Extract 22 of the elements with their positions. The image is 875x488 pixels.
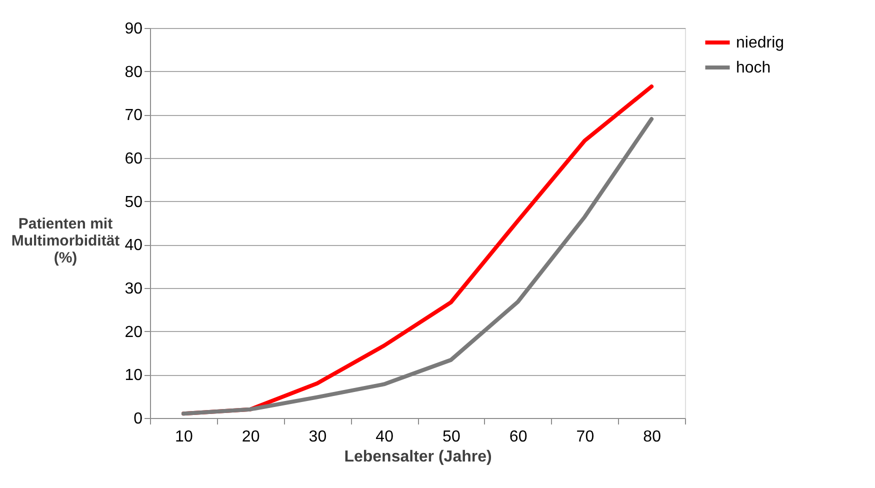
y-tick-label: 80: [124, 64, 143, 81]
y-tick-label: 20: [124, 324, 143, 341]
legend-label: niedrig: [736, 34, 784, 52]
x-tick-label: 60: [509, 428, 528, 446]
y-axis-title: Patienten mit Multimorbidität (%): [11, 216, 120, 266]
y-tick-label: 90: [124, 20, 143, 38]
legend-label: hoch: [736, 60, 771, 76]
y-tick-label: 60: [124, 150, 143, 168]
y-tick-label: 30: [124, 280, 143, 298]
x-tick-label: 20: [242, 428, 260, 446]
y-tick-label: 70: [124, 107, 143, 124]
x-tick-label: 30: [308, 428, 327, 446]
y-tick-label: 10: [124, 367, 143, 384]
x-tick-label: 40: [376, 428, 394, 446]
y-tick-label: 40: [124, 237, 143, 254]
x-tick-label: 50: [442, 428, 460, 446]
y-tick-label: 0: [134, 410, 143, 428]
x-tick-label: 70: [576, 428, 594, 446]
x-axis-title: Lebensalter (Jahre): [344, 448, 492, 466]
x-tick-label: 10: [175, 428, 193, 446]
y-tick-label: 50: [124, 194, 143, 211]
x-tick-label: 80: [643, 428, 662, 446]
